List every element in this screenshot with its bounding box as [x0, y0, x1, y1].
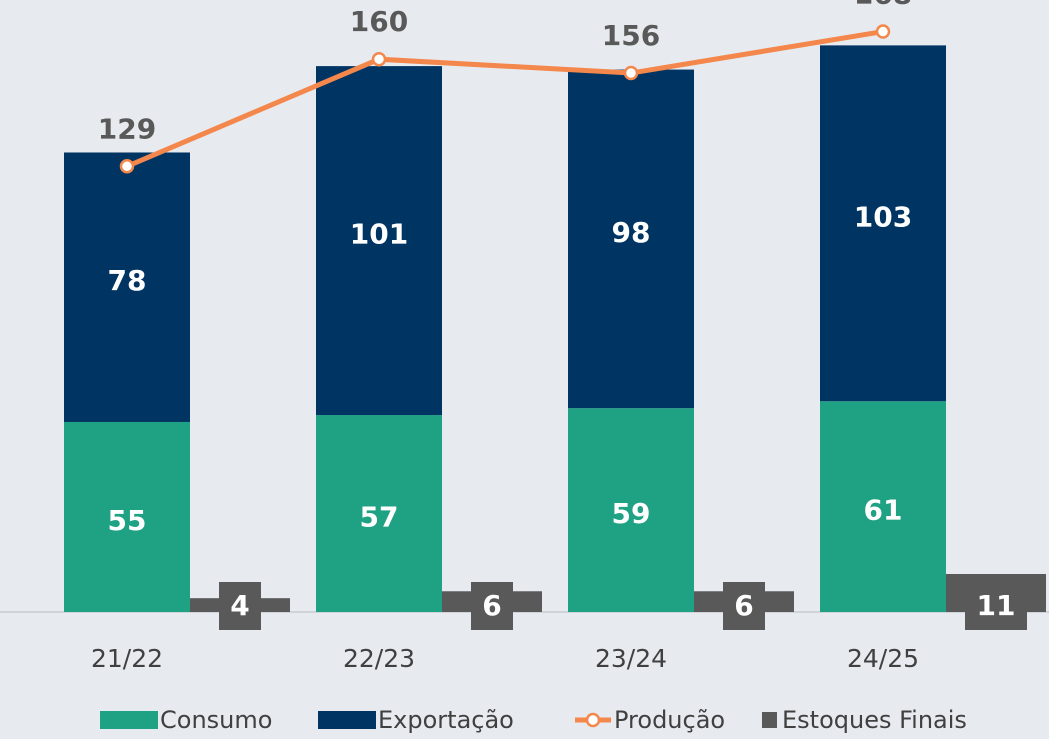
data-label: 156 [602, 19, 660, 52]
bar-segment [316, 415, 442, 612]
data-label: 168 [854, 0, 912, 11]
data-label: 57 [360, 501, 399, 534]
bar-segment [820, 45, 946, 402]
legend-label: Estoques Finais [782, 706, 967, 734]
x-tick-label: 22/23 [343, 644, 415, 673]
bar-segment [64, 421, 190, 612]
data-label: 11 [977, 589, 1016, 622]
x-tick-label: 21/22 [91, 644, 163, 673]
line [126, 29, 884, 169]
data-label: 101 [350, 218, 408, 251]
data-label: 6 [734, 589, 753, 622]
legend-label: Produção [614, 706, 725, 734]
data-label: 4 [230, 589, 249, 622]
data-label: 103 [854, 200, 912, 233]
data-label-box [219, 582, 261, 630]
data-label: 59 [612, 497, 651, 530]
data-label: 98 [612, 216, 651, 249]
data-label: 55 [108, 504, 147, 537]
data-label-box [965, 582, 1027, 630]
legend-swatch [100, 711, 158, 729]
x-tick-label: 24/25 [847, 644, 919, 673]
data-label: 6 [482, 589, 501, 622]
data-label: 160 [350, 5, 408, 38]
legend-label: Exportação [378, 706, 514, 734]
bar-segment [568, 69, 694, 409]
data-label: 78 [108, 264, 147, 297]
legend-swatch [762, 712, 777, 728]
bar-segment [316, 66, 442, 416]
data-label: 61 [864, 494, 903, 527]
data-label: 129 [98, 112, 156, 145]
data-label-box [471, 582, 513, 630]
x-tick-label: 23/24 [595, 644, 667, 673]
line-marker [119, 159, 135, 174]
line-marker [623, 65, 639, 81]
line-marker [371, 51, 387, 67]
bar-segment [64, 152, 190, 422]
bar-segment [820, 401, 946, 612]
legend-marker [585, 712, 601, 728]
data-label-box [723, 582, 765, 630]
bar-segment [568, 408, 694, 612]
legend-swatch [318, 711, 376, 729]
legend-label: Consumo [160, 706, 272, 734]
line-marker [875, 24, 891, 39]
